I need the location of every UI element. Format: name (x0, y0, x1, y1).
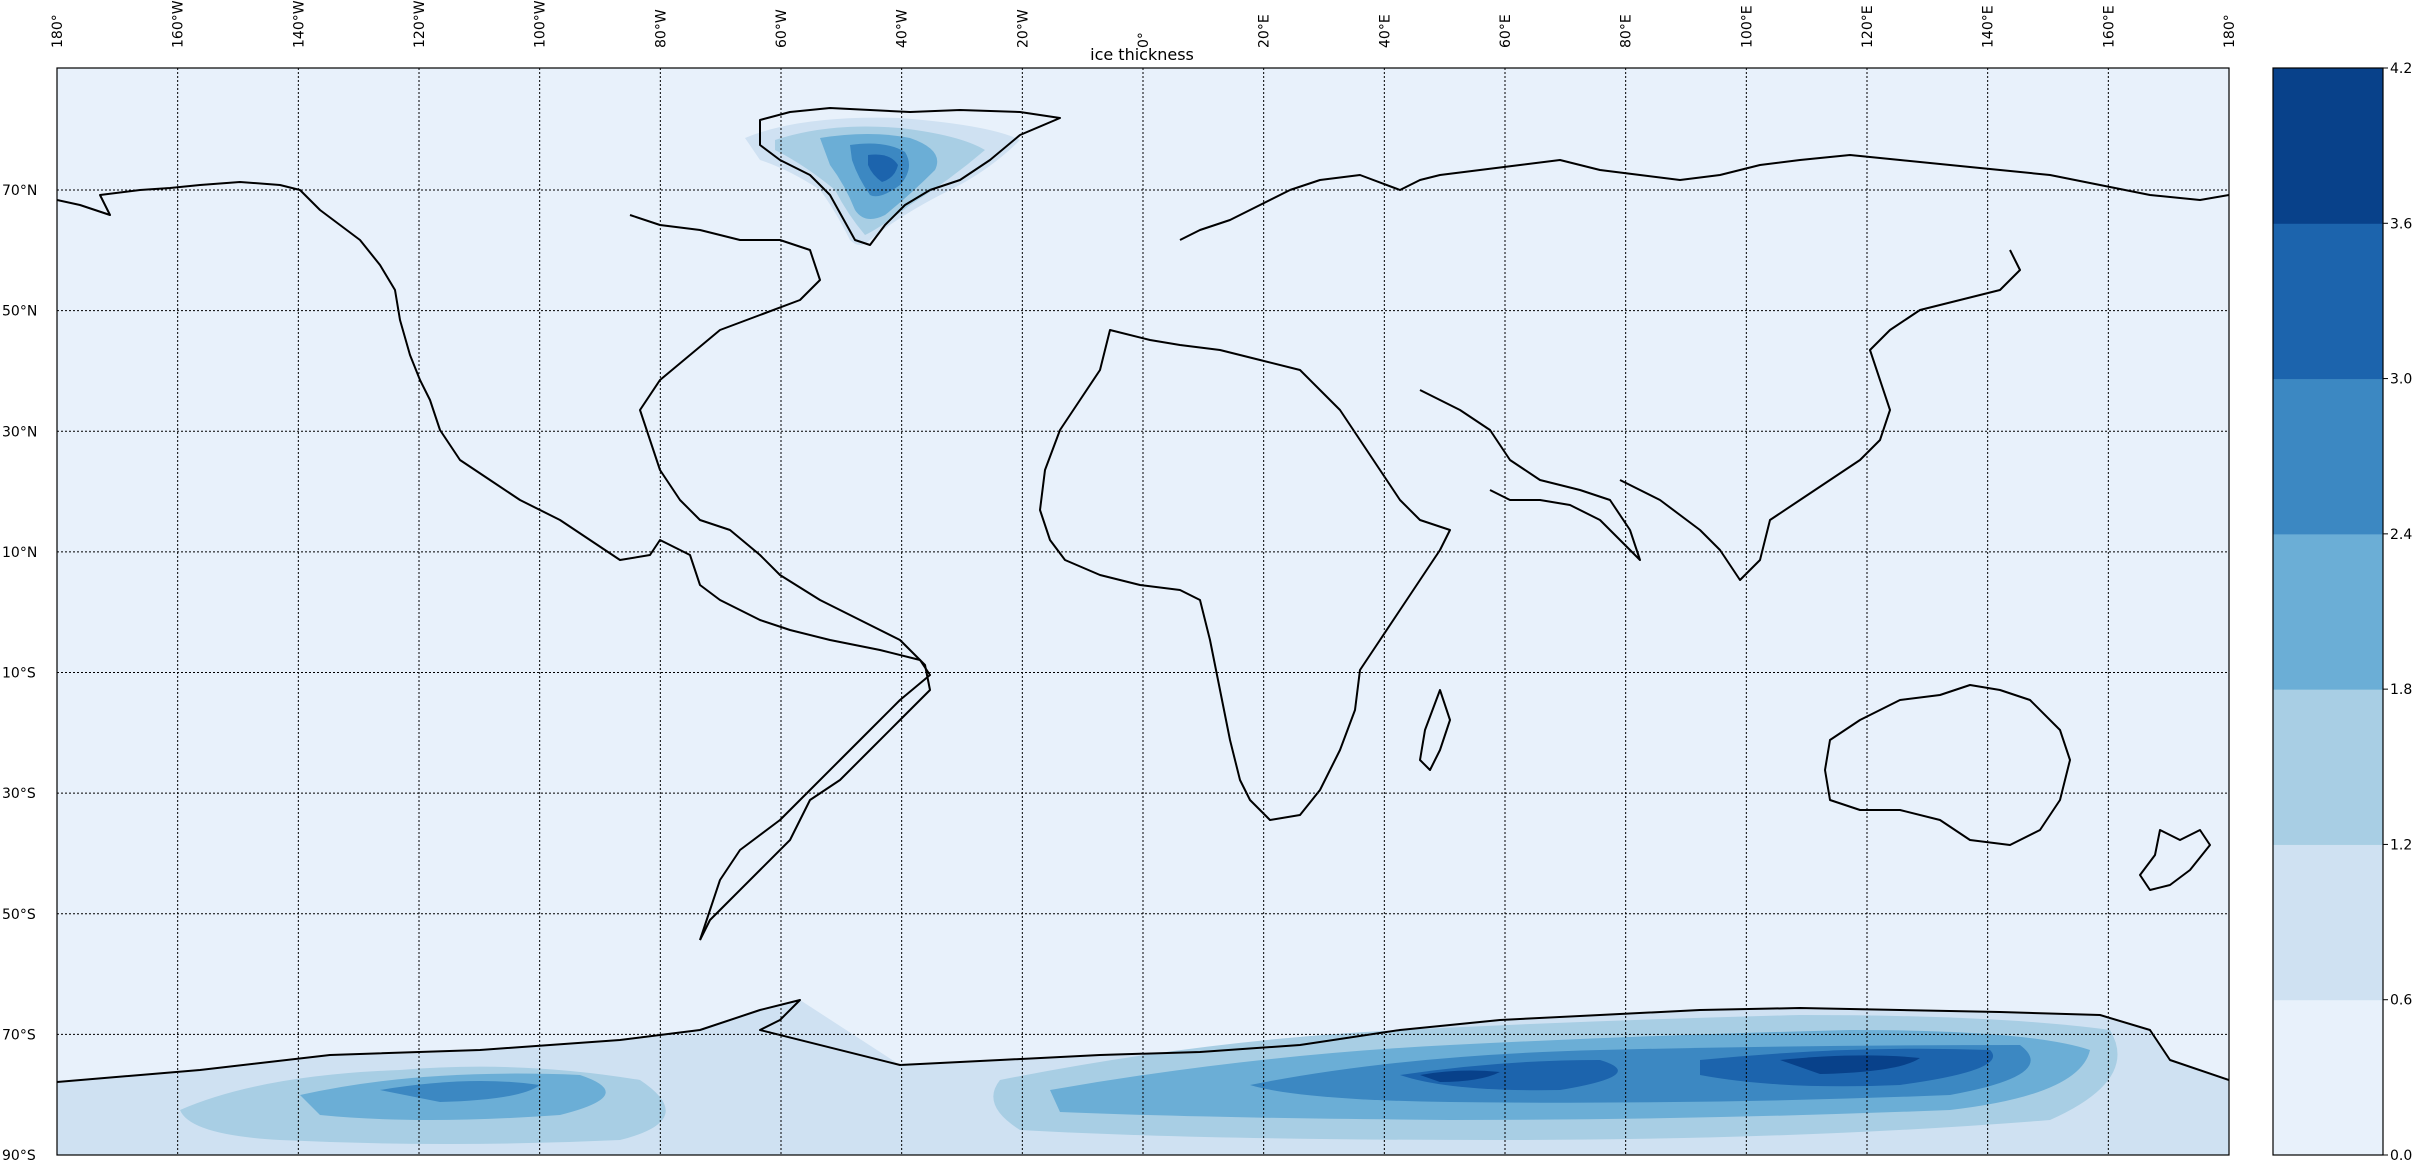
ocean-background (57, 68, 2229, 1155)
longitude-label: 20°E (1257, 14, 1273, 48)
colorbar-tick-label: 4.2 (2390, 61, 2412, 77)
latitude-label: 30°N (2, 424, 37, 440)
latitude-label: 10°N (2, 545, 37, 561)
latitude-labels: 70°N 50°N 30°N 10°N 10°S 30°S 50°S 70°S 90°S (2, 183, 37, 1164)
americas-east-coast (629, 214, 931, 941)
greenland-ice (745, 117, 1020, 245)
longitude-label: 100°W (533, 0, 549, 48)
eurasia-north-coast (1179, 154, 2229, 241)
longitude-label: 180° (50, 14, 66, 48)
longitude-label: 20°W (1015, 9, 1031, 48)
asia-south-coast (1619, 249, 2021, 581)
colorbar-bands (2273, 68, 2383, 1156)
australia-coast (1824, 684, 2071, 846)
colorbar-tick-label: 0.0 (2390, 1148, 2412, 1164)
colorbar-band (2273, 999, 2383, 1156)
longitude-label: 160°E (2101, 5, 2117, 48)
arabia-coast (1419, 389, 1641, 561)
latitude-label: 30°S (2, 786, 36, 802)
latitude-label: 10°S (2, 666, 36, 682)
longitude-label: 60°E (1498, 14, 1514, 48)
map-frame (56, 67, 2230, 1156)
colorbar-band (2273, 533, 2383, 690)
longitude-label: 140°E (1981, 5, 1997, 48)
colorbar-band (2273, 689, 2383, 845)
greenland-coast (759, 107, 1061, 246)
africa-coast (1039, 329, 1451, 821)
colorbar-band (2273, 378, 2383, 535)
colorbar: 0.0 0.6 1.2 1.8 2.4 3.0 3.6 4.2 (2272, 61, 2412, 1164)
longitude-label: 120°E (1860, 5, 1876, 48)
longitude-label: 80°E (1619, 14, 1635, 48)
colorbar-tick-label: 3.0 (2390, 372, 2412, 388)
longitude-label: 140°W (291, 0, 307, 48)
longitude-label: 160°W (171, 0, 187, 48)
colorbar-tick-label: 3.6 (2390, 216, 2412, 232)
coastlines (57, 107, 2229, 1083)
madagascar-coast (1419, 689, 1451, 771)
colorbar-tick-label: 0.6 (2390, 993, 2412, 1009)
longitude-labels: 180° 160°W 140°W 120°W 100°W 80°W 60°W 40°W 20°W… (50, 0, 2238, 48)
longitude-label: 100°E (1739, 5, 1755, 48)
longitude-label: 40°E (1377, 14, 1393, 48)
latitude-label: 70°S (2, 1027, 36, 1043)
map-axes (56, 67, 2230, 1156)
longitude-label: 40°W (895, 9, 911, 48)
longitude-label: 120°W (412, 0, 428, 48)
colorbar-tick-label: 1.8 (2390, 682, 2412, 698)
new-zealand-coast (2139, 829, 2211, 891)
latitude-label: 70°N (2, 183, 37, 199)
colorbar-band (2273, 68, 2383, 224)
colorbar-ticks: 0.0 0.6 1.2 1.8 2.4 3.0 3.6 4.2 (2383, 61, 2412, 1164)
latitude-label: 50°S (2, 907, 36, 923)
latitude-label: 90°S (2, 1148, 36, 1164)
longitude-label: 80°W (653, 9, 669, 48)
colorbar-tick-label: 1.2 (2390, 837, 2412, 853)
colorbar-band (2273, 223, 2383, 380)
graticule (57, 68, 2229, 1155)
colorbar-frame (2272, 67, 2384, 1156)
colorbar-band (2273, 844, 2383, 1001)
longitude-label: 60°W (774, 9, 790, 48)
americas-west-coast (57, 181, 931, 941)
map-title: ice thickness (1090, 45, 1194, 64)
antarctica-coast (57, 999, 2229, 1083)
longitude-label: 180° (2222, 14, 2238, 48)
longitude-label: 0° (1136, 32, 1152, 48)
colorbar-tick-label: 2.4 (2390, 527, 2412, 543)
latitude-label: 50°N (2, 304, 37, 320)
